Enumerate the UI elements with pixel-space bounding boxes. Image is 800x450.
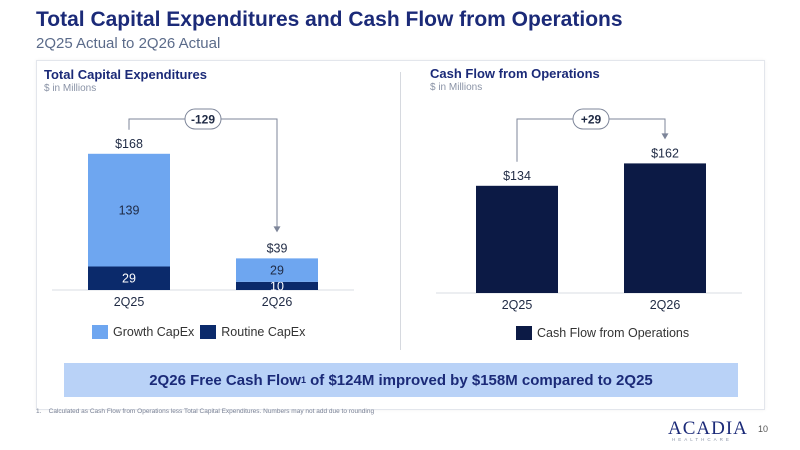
legend-swatch-growth — [92, 325, 108, 339]
change-badge — [184, 108, 222, 130]
bar-2q26-routine-capex — [236, 281, 318, 290]
page-title: Total Capital Expenditures and Cash Flow… — [36, 8, 623, 31]
total-label-2q25: $134 — [503, 169, 531, 183]
legend-label-cfo: Cash Flow from Operations — [537, 326, 690, 340]
banner-text-a: 2Q26 Free Cash Flow — [149, 371, 301, 389]
data-label-2q26-0: 10 — [270, 279, 284, 293]
legend-swatch-cfo — [516, 326, 532, 340]
bar-2q25-cash-flow-from-operations — [476, 185, 558, 293]
acadia-logo: ACADIA — [668, 418, 748, 439]
tick-label-2q25: 2Q25 — [502, 298, 533, 312]
capex-chart-subtitle: $ in Millions — [44, 83, 97, 94]
capex-legend: Growth CapEx Routine CapEx — [92, 325, 311, 339]
footnote: 1. Calculated as Cash Flow from Operatio… — [36, 408, 375, 415]
tick-label-2q26: 2Q26 — [262, 295, 293, 309]
cfo-legend: Cash Flow from Operations — [516, 326, 695, 340]
legend-item-growth: Growth CapEx — [92, 325, 194, 339]
data-label-2q26-1: 29 — [270, 264, 284, 278]
page-subtitle: 2Q25 Actual to 2Q26 Actual — [36, 35, 221, 52]
legend-label-routine: Routine CapEx — [221, 325, 306, 339]
panel-divider — [400, 72, 401, 350]
bar-2q25-growth-capex — [88, 153, 170, 267]
total-label-2q26: $39 — [267, 241, 288, 255]
cfo-chart: $134 2Q25 $162 2Q26 +29 — [436, 108, 742, 312]
change-arrowhead — [273, 226, 281, 233]
change-badge-label: +29 — [581, 113, 602, 127]
data-label-2q25-0: 29 — [122, 272, 136, 286]
cfo-chart-title: Cash Flow from Operations — [430, 66, 600, 81]
banner-footnote-marker: 1 — [300, 375, 306, 385]
tick-label-2q25: 2Q25 — [114, 295, 145, 309]
capex-chart-title: Total Capital Expenditures — [44, 67, 208, 82]
banner-text-b: of $124M improved by $158M compared to 2… — [305, 371, 653, 389]
total-label-2q26: $162 — [651, 146, 679, 160]
tick-label-2q26: 2Q26 — [650, 298, 681, 312]
bar-2q26-cash-flow-from-operations — [624, 163, 706, 293]
legend-label-growth: Growth CapEx — [113, 325, 195, 339]
change-badge-label: -129 — [191, 113, 215, 127]
change-arrowhead — [661, 133, 669, 140]
total-label-2q25: $168 — [115, 137, 143, 151]
legend-swatch-routine — [200, 325, 217, 339]
bar-2q26-growth-capex — [236, 258, 318, 282]
change-badge — [572, 108, 610, 130]
legend-item-routine: Routine CapEx — [200, 325, 305, 339]
free-cash-flow-banner: 2Q26 Free Cash Flow 1 of $124M improved b… — [64, 363, 738, 397]
cfo-chart-subtitle: $ in Millions — [430, 82, 483, 93]
page-number: 10 — [758, 424, 769, 434]
data-label-2q25-1: 139 — [119, 204, 140, 218]
bar-2q25-routine-capex — [88, 266, 170, 290]
legend-item-cfo: Cash Flow from Operations — [516, 326, 689, 340]
acadia-logo-tagline: HEALTHCARE — [672, 437, 732, 442]
